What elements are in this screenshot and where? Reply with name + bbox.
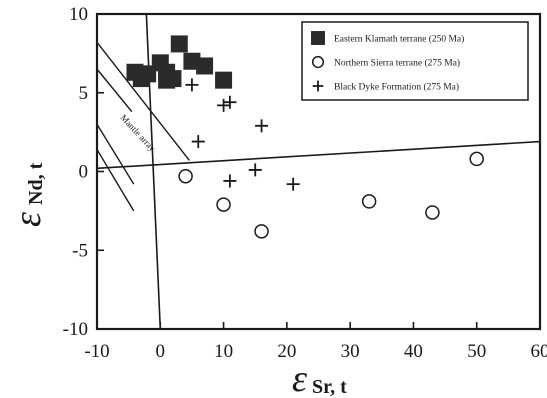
- x-tick-label: 40: [404, 341, 423, 362]
- y-axis-subscript: Nd, t: [25, 162, 47, 205]
- y-tick-label: -5: [72, 240, 88, 261]
- northern-sierra-point: [425, 205, 440, 220]
- northern-sierra-point: [178, 168, 193, 184]
- mantle-array-lower-line: [96, 149, 135, 212]
- black-dyke-point: [185, 78, 199, 92]
- bulk-earth-nd-line: [96, 140, 541, 170]
- y-axis-label: ε Nd, t: [7, 162, 49, 227]
- mantle-array-lower-inner-line: [96, 123, 135, 185]
- y-tick-labels: 10 5 0 -5 -10: [63, 4, 88, 340]
- northern-sierra-point: [216, 197, 231, 212]
- x-tick-label: 20: [277, 341, 296, 362]
- black-dyke-point: [223, 95, 237, 109]
- axes: [95, 12, 542, 331]
- eastern-klamath-point: [170, 35, 188, 53]
- x-tick-label: 30: [341, 341, 360, 362]
- y-tick-label: 0: [79, 162, 89, 183]
- x-tick-label: 10: [214, 341, 233, 362]
- x-tick-label: 0: [156, 341, 166, 362]
- legend-box: [301, 21, 529, 101]
- legend-entry-label: Eastern Klamath terrane (250 Ma): [334, 34, 464, 45]
- northern-sierra-point: [361, 194, 377, 209]
- northern-sierra-point: [254, 224, 269, 239]
- legend: Eastern Klamath terrane (250 Ma) Northern…: [301, 21, 529, 101]
- y-tick-label: 10: [69, 4, 88, 25]
- black-dyke-point: [191, 135, 205, 149]
- x-axis-subscript: Sr, t: [312, 376, 347, 398]
- x-axis-symbol: ε: [292, 358, 307, 398]
- eastern-klamath-point: [164, 70, 182, 88]
- open-circle-icon: [311, 55, 325, 69]
- eastern-klamath-point: [196, 57, 214, 75]
- black-dyke-point: [286, 177, 300, 191]
- data-points: [126, 35, 484, 239]
- x-tick-label: 60: [531, 341, 547, 362]
- filled-square-icon: [311, 31, 325, 45]
- black-dyke-point: [255, 119, 269, 133]
- y-tick-label: -10: [63, 319, 88, 340]
- mantle-array-upper-inner-line: [96, 68, 133, 113]
- x-tick-label: -10: [84, 341, 109, 362]
- legend-entry-label: Black Dyke Formation (275 Ma): [334, 82, 459, 93]
- eastern-klamath-point: [215, 71, 233, 89]
- black-dyke-point: [248, 163, 262, 177]
- x-tick-labels: -10 0 10 20 30 40 50 60: [84, 341, 547, 362]
- black-dyke-point: [223, 174, 237, 188]
- legend-entry-label: Northern Sierra terrane (275 Ma): [334, 58, 460, 69]
- y-tick-label: 5: [79, 83, 89, 104]
- y-axis-symbol: ε: [7, 212, 49, 227]
- northern-sierra-point: [469, 151, 484, 167]
- plus-icon: [312, 80, 324, 92]
- black-dyke-point: [217, 98, 231, 112]
- x-axis-label: ε Sr, t: [292, 358, 347, 398]
- mantle-array-upper-line: [96, 41, 190, 161]
- eastern-klamath-point: [132, 70, 150, 88]
- x-tick-label: 50: [467, 341, 486, 362]
